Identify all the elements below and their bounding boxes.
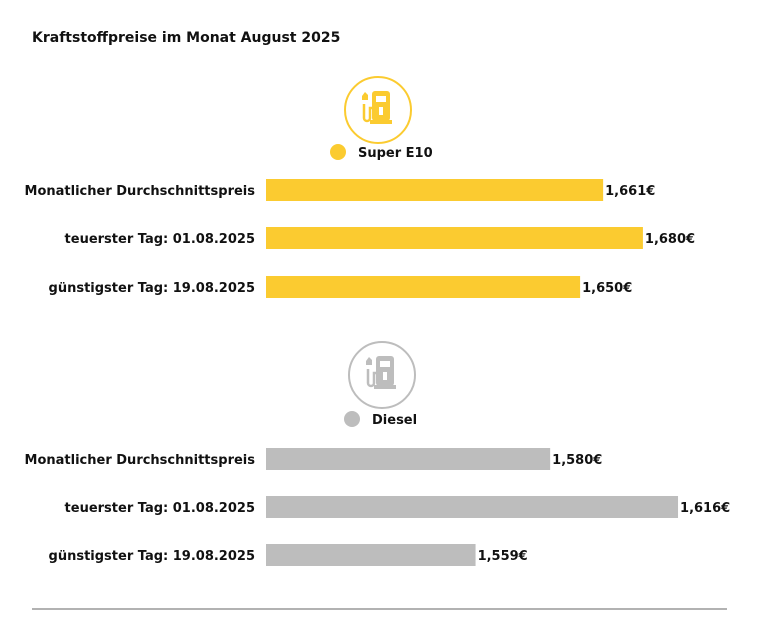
category-label: günstigster Tag: 19.08.2025 <box>49 281 255 296</box>
bar <box>266 544 476 566</box>
legend-dot <box>330 144 346 160</box>
category-label: Monatlicher Durchschnittspreis <box>25 184 256 199</box>
bar <box>266 448 551 470</box>
bar <box>266 496 679 518</box>
value-label: 1,580€ <box>552 453 602 468</box>
value-label: 1,616€ <box>680 501 730 516</box>
value-label: 1,680€ <box>645 232 695 247</box>
category-label: Monatlicher Durchschnittspreis <box>25 453 256 468</box>
fuel-pump-icon <box>344 76 412 144</box>
chart-title: Kraftstoffpreise im Monat August 2025 <box>32 30 341 46</box>
fuel-pump-icon <box>348 341 416 409</box>
bar <box>266 276 581 298</box>
bar <box>266 227 643 249</box>
legend-label: Super E10 <box>358 146 433 161</box>
value-label: 1,650€ <box>582 281 632 296</box>
category-label: teuerster Tag: 01.08.2025 <box>65 501 255 516</box>
value-label: 1,559€ <box>478 549 528 564</box>
value-label: 1,661€ <box>605 184 655 199</box>
category-label: teuerster Tag: 01.08.2025 <box>65 232 255 247</box>
legend-label: Diesel <box>372 413 417 428</box>
category-label: günstigster Tag: 19.08.2025 <box>49 549 255 564</box>
bar <box>266 179 604 201</box>
legend-dot <box>344 411 360 427</box>
